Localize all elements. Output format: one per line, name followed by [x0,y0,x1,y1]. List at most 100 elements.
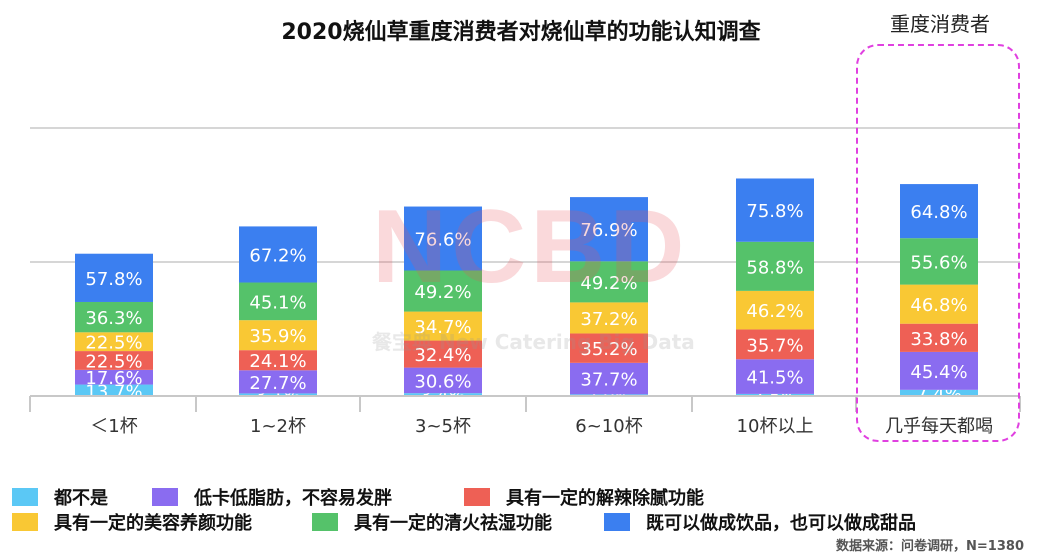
legend-label: 具有一定的清火祛湿功能 [354,512,552,534]
data-label: 45.4% [910,362,967,383]
data-label: 57.8% [85,269,142,290]
bar-segment-beauty [75,332,153,352]
bar-segment-beauty [736,290,814,330]
bar-segment-none [736,393,814,396]
legend-swatch-greasy [464,487,490,506]
bar-segment-greasy [404,340,482,368]
data-label: 55.6% [910,252,967,273]
watermark-logo: NCBD [372,189,689,305]
bar-segment-heat [75,301,153,333]
bar-segment-drinkdessert [900,184,978,239]
bar-segment-none [404,393,482,396]
bar-segment-none [75,384,153,396]
bar-segment-beauty [404,311,482,341]
x-tick-label: 10杯以上 [737,416,814,437]
heavy-consumer-label: 重度消费者 [890,12,990,36]
bar-segment-lowcal [900,351,978,390]
data-label: 37.2% [580,309,637,330]
legend-label: 低卡低脂肪，不容易发胖 [194,487,392,509]
bar-segment-heat [404,270,482,312]
bar-segment-drinkdessert [404,206,482,271]
bar-segment-greasy [570,333,648,363]
legend-item: 具有一定的清火祛湿功能 [312,509,604,535]
data-label: 37.7% [580,370,637,391]
legend-swatch-none [12,487,38,506]
bar-segment-heat [239,282,317,321]
bar-segment-drinkdessert [239,226,317,283]
legend-item: 具有一定的美容养颜功能 [12,509,312,535]
bar-segment-drinkdessert [75,253,153,302]
data-label: 36.3% [85,308,142,329]
legend-label: 具有一定的解辣除腻功能 [506,487,704,509]
legend-swatch-heat [312,512,338,531]
bar-segment-beauty [239,320,317,351]
chart-title: 2020烧仙草重度消费者对烧仙草的功能认知调查 [281,20,761,45]
bar-segment-heat [570,261,648,303]
data-label: 34.7% [414,317,471,338]
bar-segment-beauty [570,302,648,334]
bar-segment-none [900,389,978,396]
data-label: 22.5% [85,351,142,372]
bar-segment-greasy [900,323,978,352]
x-tick-label: 3~5杯 [415,416,471,437]
legend-item: 既可以做成饮品，也可以做成甜品 [604,509,916,535]
legend-item: 具有一定的解辣除腻功能 [464,484,704,510]
data-source-note: 数据来源：问卷调研，N=1380 [836,539,1024,554]
chart-legend: 都不是 低卡低脂肪，不容易发胖 具有一定的解辣除腻功能 具有一定的美容养颜功能 … [12,484,1032,534]
legend-row: 都不是 低卡低脂肪，不容易发胖 具有一定的解辣除腻功能 [12,484,1032,509]
bar-segment-beauty [900,284,978,324]
bar-segment-none [239,393,317,396]
legend-swatch-beauty [12,512,38,531]
bar-segment-greasy [736,329,814,360]
data-label: 32.4% [414,345,471,366]
legend-item: 都不是 [12,484,152,510]
x-tick-label: ＜1杯 [90,416,137,437]
data-label: 30.6% [414,371,471,392]
legend-swatch-lowcal [152,487,178,506]
legend-label: 都不是 [54,487,108,509]
x-tick-label: 几乎每天都喝 [885,416,993,437]
bar-segment-drinkdessert [570,197,648,262]
data-label: 35.7% [746,335,803,356]
bar-segment-lowcal [570,362,648,395]
data-label: 41.5% [746,368,803,389]
data-label: 13.7% [85,381,142,402]
x-tick-label: 6~10杯 [575,416,642,437]
watermark-text: 餐宝典 New Catering Big Data [372,330,695,354]
data-label: 45.1% [249,292,306,313]
data-label: 27.7% [249,373,306,394]
bar-segment-greasy [75,351,153,370]
legend-item: 低卡低脂肪，不容易发胖 [152,484,464,510]
data-label: 35.9% [249,326,306,347]
data-label: 35.2% [580,339,637,360]
data-label: 76.9% [580,220,637,241]
bar-segment-greasy [239,350,317,371]
data-label: 24.1% [249,351,306,372]
data-label: 46.8% [910,295,967,316]
data-label: 58.8% [746,257,803,278]
data-label: 33.8% [910,329,967,350]
bar-segment-lowcal [404,367,482,394]
legend-row: 具有一定的美容养颜功能 具有一定的清火祛湿功能 既可以做成饮品，也可以做成甜品 [12,509,1032,534]
data-label: 17.6% [85,368,142,389]
data-label: 76.6% [414,230,471,251]
bar-segment-heat [736,241,814,291]
data-label: 49.2% [414,282,471,303]
legend-label: 具有一定的美容养颜功能 [54,512,252,534]
data-label: 49.2% [580,273,637,294]
data-label: 22.5% [85,333,142,354]
bar-segment-lowcal [239,370,317,394]
data-label: 75.8% [746,201,803,222]
bar-segment-drinkdessert [736,178,814,242]
legend-swatch-drinkdessert [604,512,630,531]
heavy-consumer-highlight-box [856,44,1020,442]
data-label: 64.8% [910,202,967,223]
x-tick-label: 1~2杯 [250,416,306,437]
bar-segment-heat [900,238,978,285]
bar-segment-lowcal [736,359,814,394]
data-label: 46.2% [746,301,803,322]
data-label: 67.2% [249,245,306,266]
legend-label: 既可以做成饮品，也可以做成甜品 [646,512,916,534]
bar-segment-lowcal [75,369,153,385]
